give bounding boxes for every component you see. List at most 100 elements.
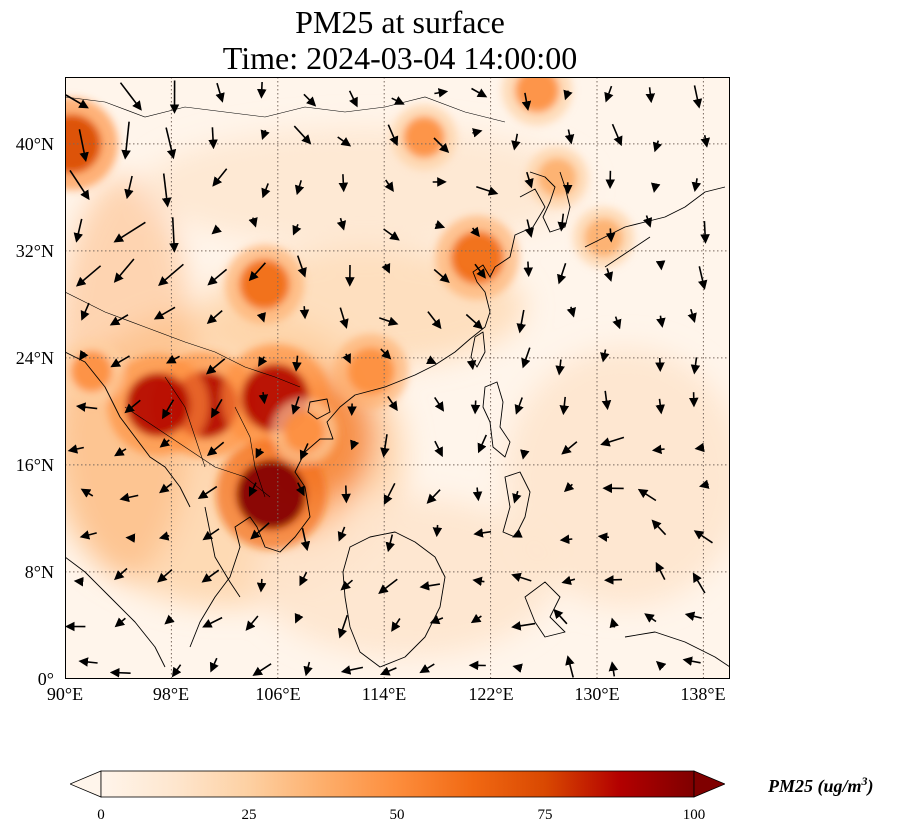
wind-arrow bbox=[211, 224, 222, 235]
wind-arrow bbox=[381, 262, 391, 274]
wind-arrow bbox=[524, 171, 534, 189]
wind-arrow bbox=[465, 313, 483, 330]
wind-arrow bbox=[337, 614, 349, 639]
wind-arrow bbox=[564, 129, 575, 145]
wind-arrow bbox=[205, 358, 226, 375]
wind-arrow bbox=[651, 519, 667, 536]
wind-arrow bbox=[514, 397, 524, 415]
haze-north bbox=[145, 127, 585, 247]
wind-arrow bbox=[201, 569, 220, 583]
wind-arrow bbox=[73, 576, 84, 587]
sulawesi-coast bbox=[524, 581, 566, 638]
philippines-luzon bbox=[482, 381, 511, 458]
wind-arrow bbox=[429, 615, 444, 625]
lat-tick-0: 0° bbox=[37, 669, 54, 689]
wind-arrow bbox=[432, 524, 443, 538]
wind-arrow bbox=[477, 434, 488, 454]
wind-arrow bbox=[476, 186, 499, 196]
wind-arrow bbox=[300, 528, 311, 552]
wind-arrow bbox=[565, 655, 575, 678]
wind-arrow bbox=[299, 443, 309, 461]
wind-arrow bbox=[119, 492, 139, 503]
wind-arrow bbox=[169, 217, 179, 253]
wind-arrow bbox=[434, 396, 445, 412]
wind-arrow bbox=[261, 183, 271, 199]
philippines-south bbox=[502, 471, 531, 538]
wind-arrow bbox=[470, 613, 482, 624]
wind-arrow bbox=[557, 213, 568, 232]
wind-arrow bbox=[348, 90, 358, 108]
wind-arrow bbox=[433, 137, 450, 154]
wind-arrow bbox=[341, 485, 351, 504]
wind-arrow bbox=[655, 398, 665, 415]
colorbar-gradient bbox=[100, 770, 695, 798]
lon-tick-138: 138°E bbox=[680, 684, 726, 704]
wind-arrow bbox=[563, 482, 575, 493]
wind-arrow bbox=[655, 260, 666, 271]
wind-arrow bbox=[164, 614, 175, 625]
wind-arrow bbox=[303, 93, 317, 107]
wind-arrow bbox=[252, 663, 272, 676]
wind-arrow bbox=[121, 121, 131, 160]
wind-arrow bbox=[604, 575, 623, 585]
wind-arrow bbox=[601, 390, 612, 411]
wind-arrow bbox=[378, 578, 398, 594]
lon-tick-106: 106°E bbox=[255, 684, 301, 704]
new-guinea-coast bbox=[624, 631, 730, 668]
wind-arrow bbox=[557, 262, 567, 285]
wind-arrow bbox=[644, 613, 657, 623]
wind-arrow bbox=[555, 359, 565, 376]
wind-arrow bbox=[293, 125, 312, 145]
wind-arrow bbox=[380, 434, 390, 458]
wind-arrow bbox=[340, 665, 364, 675]
wind-arrow bbox=[603, 268, 614, 282]
wind-arrow bbox=[520, 449, 530, 460]
wind-arrow bbox=[161, 173, 172, 208]
wind-arrow bbox=[202, 616, 223, 628]
wind-arrow bbox=[256, 81, 267, 99]
wind-arrow bbox=[600, 349, 610, 363]
hotspot-beijing-north bbox=[403, 116, 445, 158]
wind-arrow bbox=[291, 396, 301, 415]
wind-arrow bbox=[379, 316, 399, 326]
wind-arrow bbox=[113, 258, 135, 283]
wind-arrow bbox=[651, 182, 661, 193]
plot-title-line2: Time: 2024-03-04 14:00:00 bbox=[222, 40, 578, 76]
wind-vectors bbox=[65, 80, 713, 678]
wind-arrow bbox=[512, 528, 523, 538]
colorbar-extend-max bbox=[693, 770, 725, 798]
colorbar-label: PM25 (ug/m3) bbox=[768, 774, 874, 797]
wind-arrow bbox=[600, 436, 625, 447]
wind-arrow bbox=[524, 219, 534, 238]
wind-arrow bbox=[258, 391, 269, 405]
lat-tick-8: 8°N bbox=[24, 562, 54, 582]
wind-arrow bbox=[466, 359, 477, 371]
wind-arrow bbox=[340, 579, 354, 591]
wind-arrow bbox=[250, 522, 270, 540]
wind-arrow bbox=[611, 123, 623, 147]
wind-arrow bbox=[206, 309, 223, 324]
wind-arrow bbox=[419, 663, 435, 674]
wind-arrow bbox=[511, 133, 521, 151]
wind-arrow bbox=[512, 663, 523, 673]
hotspot-north-india bbox=[71, 350, 113, 392]
wind-arrow bbox=[697, 266, 708, 291]
wind-arrow bbox=[655, 660, 667, 671]
wind-arrow bbox=[391, 618, 401, 632]
wind-arrow bbox=[114, 567, 128, 581]
wind-arrow bbox=[299, 571, 309, 587]
wind-arrow bbox=[78, 657, 98, 667]
wind-arrow bbox=[553, 608, 568, 625]
wind-arrow bbox=[473, 528, 492, 538]
map-panel bbox=[65, 77, 730, 679]
wind-arrow bbox=[212, 168, 228, 187]
wind-arrow bbox=[566, 306, 576, 318]
wind-arrow bbox=[434, 440, 443, 458]
wind-arrow bbox=[387, 124, 399, 147]
wind-arrow bbox=[427, 311, 442, 330]
lat-tick-40: 40°N bbox=[15, 134, 54, 154]
wind-arrow bbox=[171, 664, 182, 678]
wind-arrow bbox=[294, 180, 305, 196]
lon-tick-130: 130°E bbox=[574, 684, 620, 704]
wind-arrow bbox=[384, 179, 394, 193]
